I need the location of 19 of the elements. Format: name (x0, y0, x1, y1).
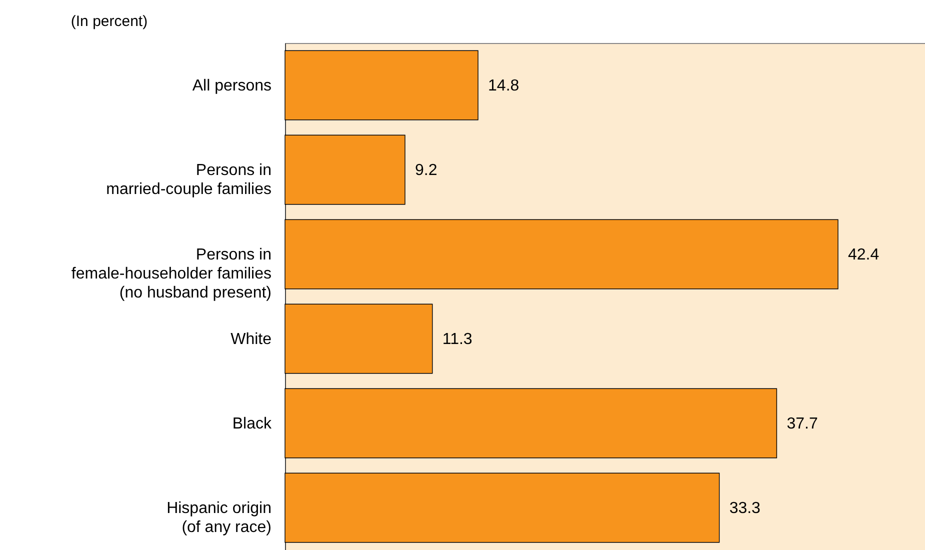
data-label: 42.4 (848, 246, 880, 264)
bar (284, 134, 406, 205)
y-tick-label: Persons in married-couple families (106, 162, 272, 198)
y-tick-label: Hispanic origin (of any race) (166, 500, 272, 536)
bar (284, 304, 433, 374)
data-label: 37.7 (786, 415, 818, 432)
bar (284, 50, 478, 120)
y-tick-label: Persons in female-householder families (no husband present) (71, 246, 272, 302)
data-label: 33.3 (729, 500, 761, 517)
data-label: 11.3 (442, 330, 472, 348)
bar (284, 219, 838, 290)
data-label: 14.8 (488, 77, 520, 94)
bar (284, 388, 778, 458)
y-tick-label: White (230, 330, 272, 348)
y-tick-label: Black (232, 415, 272, 432)
data-label: 9.2 (414, 162, 438, 179)
bar (284, 472, 720, 543)
text: (In percent) (70, 13, 148, 30)
y-tick-label: All persons (192, 77, 272, 94)
